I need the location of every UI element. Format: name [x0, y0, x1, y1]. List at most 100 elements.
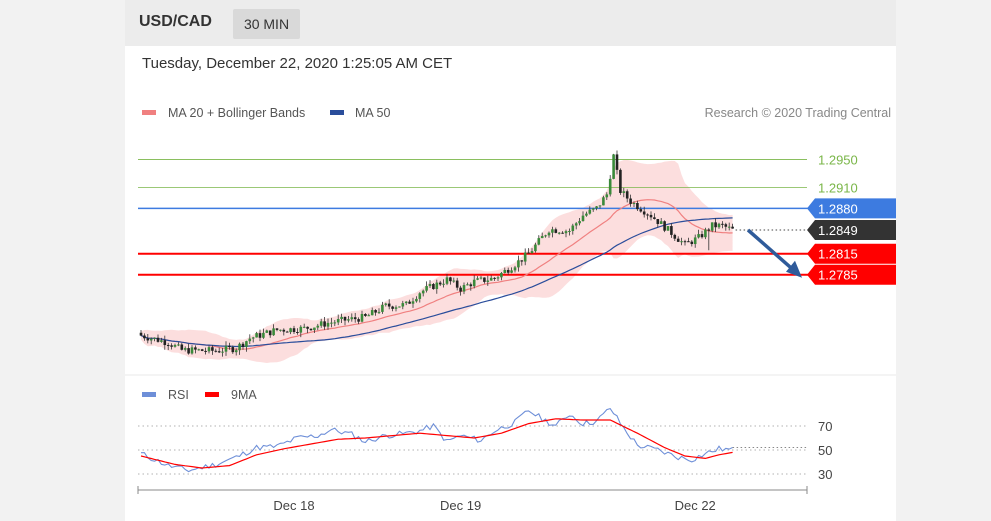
candle-body [452, 280, 456, 282]
candle-body [697, 234, 700, 238]
ma50-legend-label: MA 50 [355, 106, 390, 120]
candle-body [197, 349, 201, 351]
candle-body [445, 277, 449, 284]
ma50-legend-swatch [330, 110, 344, 115]
candle-body [207, 347, 211, 352]
candle-body [489, 277, 493, 281]
candle-body [387, 303, 391, 307]
candle-body [425, 286, 428, 291]
candle-body [595, 206, 598, 209]
candle-body [367, 315, 371, 317]
candle-body [143, 335, 146, 339]
target-level-label: 1.2950 [818, 152, 858, 167]
candle-body [336, 319, 340, 323]
candle-body [398, 306, 401, 308]
candle-body [666, 226, 670, 231]
candle-body [299, 326, 303, 333]
candle-body [510, 270, 513, 273]
candle-body [282, 329, 286, 332]
level-tags: 1.2950 1.2910 1.2880 1.2849 1.2815 1.2785 [807, 152, 896, 285]
candle-body [472, 279, 476, 287]
header-bar: USD/CAD 30 MIN [125, 0, 896, 46]
candle-body [353, 317, 357, 320]
candle-body [224, 345, 228, 352]
x-tick-label: Dec 22 [675, 498, 716, 513]
candle-body [619, 169, 622, 193]
candle-body [190, 347, 194, 354]
candle-body [704, 229, 707, 238]
candle-body [629, 198, 632, 204]
current-price-tag [807, 220, 896, 240]
candle-body [418, 293, 422, 299]
candle-body [693, 237, 697, 245]
candle-body [608, 178, 612, 195]
candle-body [313, 327, 316, 331]
candle-body [578, 221, 581, 224]
candle-body [432, 284, 435, 290]
rsi-ma-legend-swatch [205, 392, 219, 397]
candle-body [557, 232, 561, 234]
candle-body [459, 287, 462, 292]
candle-body [166, 345, 170, 347]
candle-body [381, 304, 384, 312]
candle-body [316, 325, 320, 328]
candle-body [262, 332, 265, 338]
candle-body [602, 197, 605, 206]
candle-body [615, 154, 619, 170]
candle-body [710, 222, 714, 231]
candle-body [204, 350, 207, 352]
candle-body [289, 328, 292, 333]
candle-body [415, 298, 418, 302]
candle-body [438, 282, 442, 285]
candle-body [340, 316, 343, 320]
candle-body [309, 328, 313, 331]
candle-body [347, 319, 350, 321]
candle-body [523, 252, 527, 262]
rsi-tick-label: 70 [818, 419, 832, 434]
resistance-tag [807, 198, 896, 219]
rsi-legend: RSI 9MA [142, 388, 257, 402]
candle-body [455, 280, 459, 288]
candle-body [656, 219, 660, 224]
candle-body [646, 214, 649, 216]
candle-body [333, 322, 337, 324]
candle-body [265, 330, 269, 333]
candle-body [173, 344, 177, 347]
candle-body [462, 285, 466, 292]
candle-body [625, 191, 629, 199]
candle-body [306, 326, 309, 329]
rsi-ma-line [140, 418, 733, 469]
candle-body [319, 321, 323, 326]
candle-body [530, 251, 534, 254]
candle-body [700, 234, 704, 238]
candle-body [394, 307, 398, 309]
candle-body [357, 319, 360, 322]
candle-body [574, 223, 578, 226]
bollinger-band-fill [141, 159, 733, 363]
candle-body [493, 277, 496, 279]
candle-body [272, 328, 275, 336]
candle-body [330, 322, 333, 324]
candle-body [326, 322, 330, 327]
candle-body [676, 238, 680, 242]
candle-body [663, 221, 666, 231]
candle-body [506, 269, 510, 273]
support-tag-label: 1.2785 [818, 268, 858, 283]
candle-body [302, 326, 306, 328]
x-axis: Dec 18 Dec 19 Dec 22 [137, 486, 808, 513]
candle-body [513, 267, 517, 271]
price-levels [138, 159, 812, 276]
candle-body [687, 241, 690, 243]
candle-body [649, 214, 653, 218]
candle-body [160, 340, 163, 342]
candle-body [221, 351, 224, 353]
candle-body [483, 277, 486, 282]
support-tag-label: 1.2815 [818, 247, 858, 262]
candle-body [673, 234, 677, 239]
candle-body [374, 310, 377, 313]
candle-body [517, 260, 520, 268]
timeframe-button[interactable]: 30 MIN [233, 9, 300, 39]
candle-body [421, 290, 425, 294]
candle-body [731, 226, 734, 229]
